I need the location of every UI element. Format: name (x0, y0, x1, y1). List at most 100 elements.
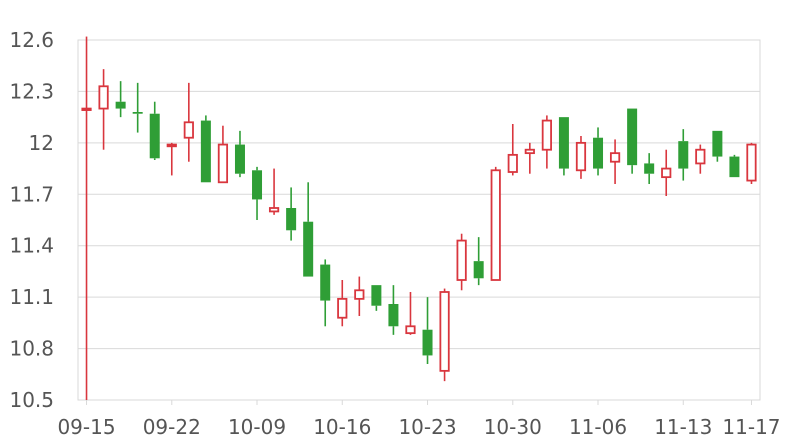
candle (268, 168, 280, 215)
candle-body-down (388, 304, 399, 327)
candle-body-up (609, 152, 621, 163)
x-tick-label: 10-09 (228, 415, 286, 439)
candle-body-down (678, 141, 689, 169)
candle-body-up (217, 143, 229, 184)
candle (81, 36, 92, 400)
candle (558, 117, 569, 176)
candle (405, 292, 416, 335)
y-axis: 12.6 12.3 12 11.7 11.4 11.1 10.8 10.5 (9, 28, 54, 412)
x-tick-label: 11-17 (722, 415, 780, 439)
candle-body-down (252, 170, 263, 200)
x-axis: 09-15 09-22 10-09 10-16 10-23 10-30 11-06 11-13… (57, 400, 781, 439)
y-tick-label: 11.1 (9, 285, 54, 309)
candle (183, 82, 194, 162)
candle-body-down (303, 221, 314, 277)
candle-body-up (541, 119, 552, 151)
candle (490, 166, 501, 281)
x-tick-label: 10-16 (313, 415, 371, 439)
candle-body-up (98, 85, 109, 110)
y-tick-label: 12 (29, 131, 54, 155)
candle (252, 166, 263, 220)
candle-body-up (507, 153, 518, 173)
candle (166, 142, 177, 176)
candle (132, 82, 143, 133)
x-tick-label: 10-30 (484, 415, 542, 439)
candle-body-down (558, 117, 569, 169)
candle-body-up (183, 121, 194, 139)
candle (609, 139, 621, 184)
candle (234, 130, 245, 178)
candle (286, 187, 297, 241)
candle (371, 285, 382, 311)
candle-body-up (490, 169, 501, 281)
y-tick-label: 11.4 (9, 234, 54, 258)
candle-body-up (575, 141, 587, 172)
candle (439, 288, 450, 382)
candle-body-down (115, 101, 126, 109)
candle-body-down (712, 130, 723, 157)
candle-body-down (729, 156, 740, 178)
candle-body-up (166, 143, 177, 148)
candle-body-up (524, 148, 535, 155)
candle-body-down (286, 208, 297, 231)
x-tick-label: 10-23 (398, 415, 456, 439)
candle-body-up (81, 107, 92, 111)
candle-body-up (456, 239, 467, 281)
candle-body-up (661, 167, 672, 179)
x-tick-label: 09-15 (57, 415, 115, 439)
candle-body-down (593, 137, 604, 169)
candle-body-down (627, 108, 638, 166)
candle (541, 115, 552, 169)
candle (644, 153, 655, 184)
candle-body-down (473, 261, 484, 279)
candle-body-up (439, 291, 450, 372)
x-tick-label: 09-22 (143, 415, 201, 439)
x-tick-label: 11-06 (569, 415, 627, 439)
candle (678, 129, 689, 181)
candle-body-up (695, 148, 706, 165)
candle-body-up (268, 207, 280, 213)
candle (98, 69, 109, 150)
candle (303, 182, 314, 277)
candle-body-down (371, 285, 382, 306)
grid-lines (77, 39, 761, 401)
candle (149, 101, 160, 160)
candle (661, 149, 672, 196)
y-tick-label: 12.6 (9, 28, 54, 52)
candle (507, 124, 518, 176)
candle (354, 276, 365, 316)
candle-body-down (149, 113, 160, 159)
candle (575, 136, 587, 179)
candle (422, 297, 433, 364)
y-tick-label: 10.8 (9, 337, 54, 361)
candle-body-down (132, 112, 143, 114)
candle-body-down (234, 144, 245, 174)
candle-body-up (405, 325, 416, 335)
candle (320, 259, 331, 327)
plot-border (77, 39, 761, 401)
candle-body-down (200, 120, 211, 183)
y-tick-label: 12.3 (9, 79, 54, 103)
x-tick-label: 11-13 (654, 415, 712, 439)
candle-body-up (354, 289, 365, 300)
candle (593, 127, 604, 176)
y-tick-label: 10.5 (9, 388, 54, 412)
candle-body-up (337, 297, 348, 319)
candle (217, 125, 229, 184)
candle (388, 285, 399, 335)
candle (712, 130, 723, 162)
candle-body-up (746, 143, 757, 182)
candle (337, 280, 348, 327)
candle (729, 154, 740, 178)
candle (115, 81, 126, 118)
candle (473, 237, 484, 286)
candle-body-down (320, 264, 331, 301)
candles (81, 36, 757, 400)
candle (200, 115, 211, 183)
candle (524, 142, 535, 174)
candle (746, 142, 757, 184)
candle-body-down (422, 329, 433, 356)
candle (456, 233, 467, 291)
candle-body-down (644, 163, 655, 174)
